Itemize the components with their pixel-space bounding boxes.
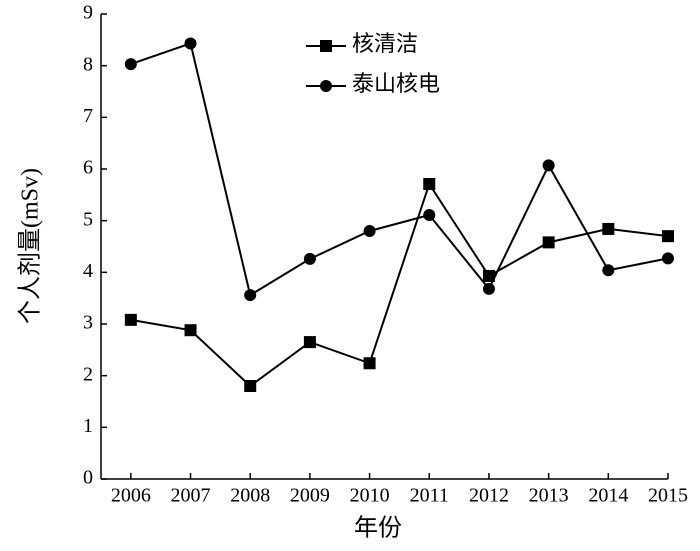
x-tick-label: 2011: [410, 485, 449, 507]
data-point: [662, 230, 674, 243]
data-point: [303, 336, 316, 349]
data-point: [303, 252, 316, 265]
x-tick-label: 2014: [588, 485, 628, 507]
x-axis-label: 年份: [354, 515, 402, 542]
x-tick-label: 2010: [350, 485, 390, 507]
legend-label: 核清洁: [352, 31, 418, 56]
series-line: [130, 181, 669, 388]
x-tick-label: 2007: [171, 485, 211, 507]
y-tick-label: 6: [83, 157, 93, 179]
y-tick-label: 5: [83, 208, 93, 230]
y-tick-label: 3: [83, 312, 93, 334]
data-point: [363, 225, 376, 237]
y-tick-label: 8: [83, 53, 93, 75]
data-point: [542, 159, 555, 172]
y-axis-label: 个人剂量(mSv): [17, 168, 44, 324]
legend-marker: [320, 80, 332, 92]
y-tick-label: 0: [83, 467, 93, 489]
legend-label: 泰山核电: [352, 71, 440, 96]
x-tick-label: 2012: [469, 485, 509, 507]
data-point: [184, 324, 197, 337]
data-point: [244, 380, 257, 392]
x-tick-label: 2008: [230, 485, 270, 507]
data-point: [244, 289, 257, 302]
data-point: [124, 313, 137, 326]
legend-marker: [320, 40, 332, 52]
data-point: [482, 269, 495, 282]
y-tick-label: 7: [83, 105, 93, 127]
data-point: [602, 222, 615, 235]
data-point: [602, 264, 615, 277]
x-tick-label: 2015: [648, 485, 688, 507]
y-tick-label: 4: [83, 260, 93, 282]
y-tick-label: 1: [83, 415, 93, 437]
y-tick-label: 9: [83, 2, 93, 24]
y-tick-label: 2: [83, 363, 93, 385]
data-point: [363, 357, 376, 370]
data-point: [662, 252, 674, 265]
data-point: [423, 177, 436, 190]
x-tick-label: 2013: [529, 485, 569, 507]
data-point: [482, 282, 495, 295]
x-tick-label: 2006: [111, 485, 151, 507]
data-point: [184, 37, 197, 50]
x-tick-label: 2009: [290, 485, 330, 507]
data-point: [542, 236, 555, 249]
data-point: [124, 58, 137, 71]
data-point: [423, 208, 436, 221]
series-line: [130, 42, 669, 297]
